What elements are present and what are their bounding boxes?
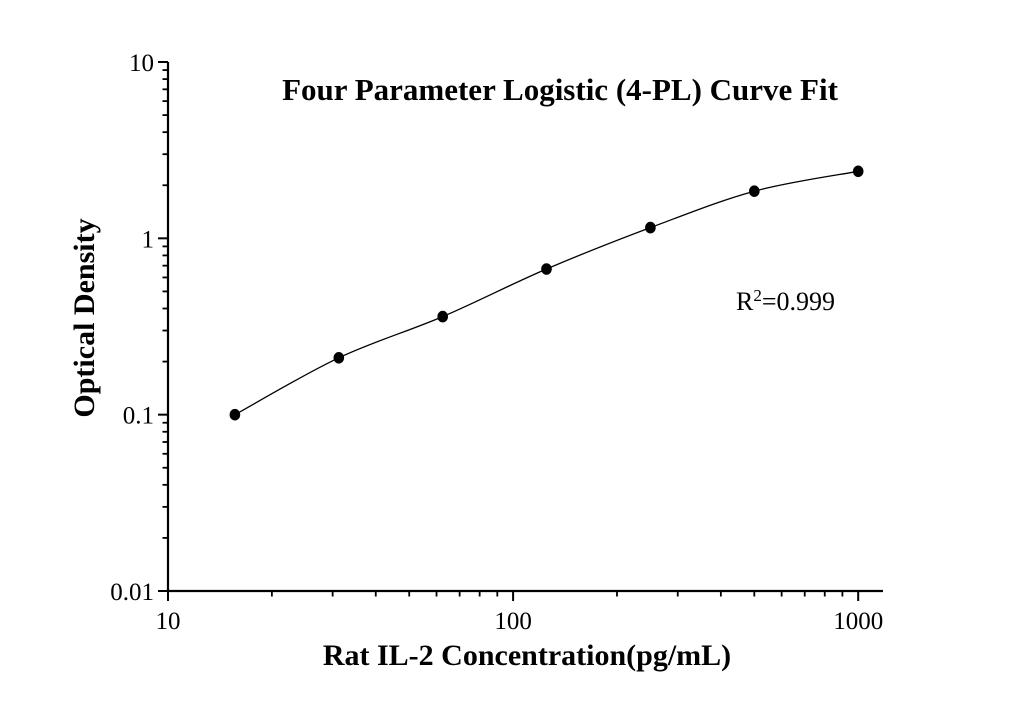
y-tick-label: 0.1 xyxy=(123,403,154,430)
x-axis-label: Rat IL-2 Concentration(pg/mL) xyxy=(322,639,732,672)
y-tick-label: 1 xyxy=(142,226,155,253)
data-point xyxy=(437,310,449,323)
r-squared-annotation: R2=0.999 xyxy=(736,285,836,317)
y-axis-label: Optical Density xyxy=(68,218,101,418)
r-squared-base: R xyxy=(736,287,754,316)
data-point xyxy=(229,408,241,421)
data-point xyxy=(645,221,656,234)
r-squared-value: =0.999 xyxy=(761,287,836,316)
data-point xyxy=(852,165,864,178)
x-tick-label: 1000 xyxy=(833,608,883,635)
chart-title: Four Parameter Logistic (4-PL) Curve Fit xyxy=(282,72,838,107)
y-tick-label: 0.01 xyxy=(110,579,154,606)
data-point xyxy=(333,352,345,364)
y-tick-label: 10 xyxy=(129,50,154,77)
r-squared-exponent: 2 xyxy=(753,285,762,305)
data-point xyxy=(541,263,552,275)
data-point xyxy=(749,185,760,197)
x-tick-label: 10 xyxy=(156,608,181,635)
x-tick-label: 100 xyxy=(494,608,532,635)
